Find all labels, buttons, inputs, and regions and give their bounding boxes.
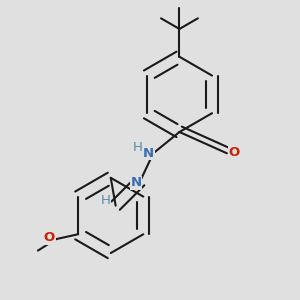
Text: N: N	[131, 176, 142, 189]
Text: O: O	[44, 231, 55, 244]
Text: H: H	[101, 194, 111, 207]
Text: N: N	[143, 147, 154, 160]
Text: H: H	[133, 141, 142, 154]
Text: O: O	[229, 146, 240, 159]
